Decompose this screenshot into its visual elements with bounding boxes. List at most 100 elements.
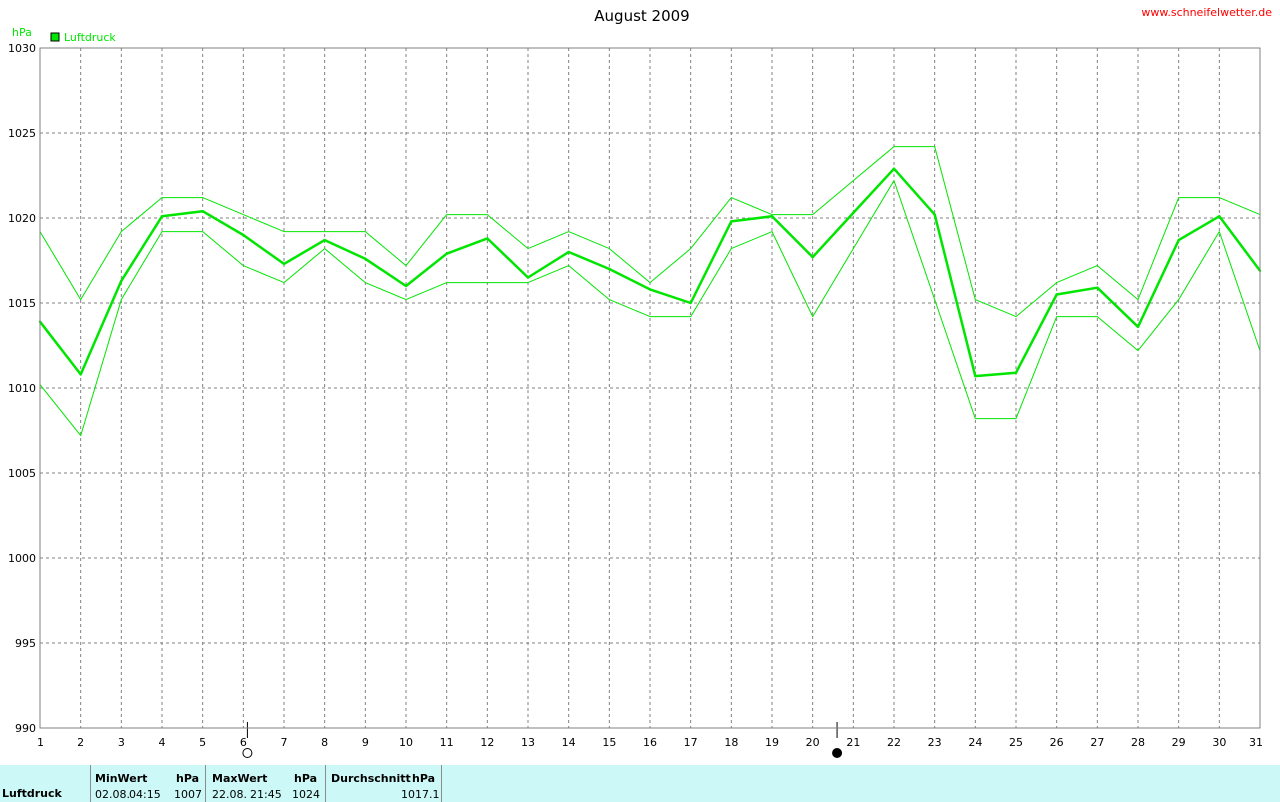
plot-area xyxy=(39,47,1261,729)
y-tick-label: 990 xyxy=(15,722,36,735)
pressure-chart: August 2009 www.schneifelwetter.de hPa L… xyxy=(8,6,1272,758)
x-tick-label: 14 xyxy=(562,736,576,749)
x-tick-label: 13 xyxy=(521,736,535,749)
y-tick-label: 995 xyxy=(15,637,36,650)
y-tick-label: 1005 xyxy=(8,467,36,480)
data-point xyxy=(689,301,692,305)
stats-separator xyxy=(205,765,206,802)
stats-separator xyxy=(90,765,91,802)
data-point xyxy=(404,284,408,288)
data-point xyxy=(811,255,814,259)
data-point xyxy=(730,220,733,223)
data-point xyxy=(445,252,448,255)
data-point xyxy=(486,237,489,240)
y-axis-unit: hPa xyxy=(12,26,32,39)
x-tick-label: 8 xyxy=(321,736,328,749)
x-tick-label: 28 xyxy=(1131,736,1145,749)
data-point xyxy=(242,233,245,237)
data-point xyxy=(323,238,326,242)
site-url[interactable]: www.schneifelwetter.de xyxy=(1141,6,1272,19)
data-point xyxy=(364,257,367,260)
data-point xyxy=(1136,325,1140,328)
data-point xyxy=(201,210,204,213)
x-tick-label: 23 xyxy=(928,736,942,749)
statistics-bar: Luftdruck MinWert hPa 02.08. 04:15 1007 … xyxy=(0,765,1280,802)
legend-swatch-luftdruck xyxy=(50,32,60,42)
x-tick-label: 31 xyxy=(1249,736,1263,749)
full-moon-icon xyxy=(242,748,253,758)
new-moon-icon xyxy=(832,748,843,758)
x-tick-label: 29 xyxy=(1172,736,1186,749)
x-tick-label: 17 xyxy=(684,736,698,749)
avg-unit: hPa xyxy=(412,772,436,785)
data-point xyxy=(567,250,570,254)
max-unit: hPa xyxy=(294,772,318,785)
x-tick-label: 25 xyxy=(1009,736,1023,749)
x-tick-label: 5 xyxy=(199,736,206,749)
min-label: MinWert xyxy=(95,772,148,785)
x-tick-label: 2 xyxy=(77,736,84,749)
x-tick-label: 12 xyxy=(480,736,494,749)
data-point xyxy=(282,262,286,266)
y-axis-ticks: 990 995 1000 1005 1010 1015 1020 1025 1030 xyxy=(8,42,36,735)
data-point xyxy=(974,374,977,378)
data-point xyxy=(648,288,652,291)
data-point xyxy=(526,276,530,279)
data-point xyxy=(79,373,82,376)
x-tick-label: 24 xyxy=(968,736,982,749)
data-point xyxy=(892,167,896,170)
grid xyxy=(40,48,1260,728)
x-tick-label: 1 xyxy=(37,736,44,749)
max-date: 22.08. xyxy=(212,788,247,801)
x-tick-label: 3 xyxy=(118,736,125,749)
x-tick-label: 11 xyxy=(440,736,454,749)
x-tick-label: 15 xyxy=(602,736,616,749)
data-point xyxy=(933,213,936,216)
chart-title: August 2009 xyxy=(594,7,689,25)
x-tick-label: 6 xyxy=(240,736,247,749)
x-tick-label: 26 xyxy=(1050,736,1064,749)
x-tick-label: 16 xyxy=(643,736,657,749)
x-tick-label: 9 xyxy=(362,736,369,749)
data-point xyxy=(1096,286,1099,289)
data-point xyxy=(1014,371,1018,374)
max-label: MaxWert xyxy=(212,772,268,785)
data-point xyxy=(852,211,855,215)
y-tick-label: 1015 xyxy=(8,297,36,310)
legend-label-luftdruck: Luftdruck xyxy=(64,31,116,44)
data-point xyxy=(120,279,123,283)
moon-phases xyxy=(242,722,843,758)
x-tick-label: 19 xyxy=(765,736,779,749)
data-point xyxy=(160,215,164,218)
y-tick-label: 1030 xyxy=(8,42,36,55)
x-tick-label: 22 xyxy=(887,736,901,749)
x-tick-label: 21 xyxy=(846,736,860,749)
stats-row-label: Luftdruck xyxy=(2,787,62,800)
avg-value: 1017.1 xyxy=(401,788,440,801)
data-point xyxy=(770,215,774,218)
series-line-min xyxy=(39,180,1261,437)
series-layer xyxy=(38,146,1262,437)
x-tick-label: 10 xyxy=(399,736,413,749)
x-tick-label: 20 xyxy=(806,736,820,749)
data-point xyxy=(1177,238,1180,242)
y-tick-label: 1010 xyxy=(8,382,36,395)
x-axis-ticks: 1 2 3 4 5 6 7 8 9 10 11 12 13 14 15 16 17 18 19 20 21 22 23 24 2… xyxy=(37,736,1263,749)
stats-separator xyxy=(325,765,326,802)
x-tick-label: 7 xyxy=(281,736,288,749)
series-line-max xyxy=(39,146,1261,318)
y-tick-label: 1025 xyxy=(8,127,36,140)
data-point xyxy=(608,267,611,271)
x-tick-label: 30 xyxy=(1212,736,1226,749)
min-value: 1007 xyxy=(174,788,202,801)
max-time: 21:45 xyxy=(250,788,282,801)
y-tick-label: 1020 xyxy=(8,212,36,225)
y-tick-label: 1000 xyxy=(8,552,36,565)
x-tick-label: 27 xyxy=(1090,736,1104,749)
stats-separator xyxy=(441,765,442,802)
min-date: 02.08. xyxy=(95,788,130,801)
data-point xyxy=(1218,215,1221,218)
x-tick-label: 4 xyxy=(159,736,166,749)
data-point xyxy=(1055,293,1058,296)
max-value: 1024 xyxy=(292,788,320,801)
